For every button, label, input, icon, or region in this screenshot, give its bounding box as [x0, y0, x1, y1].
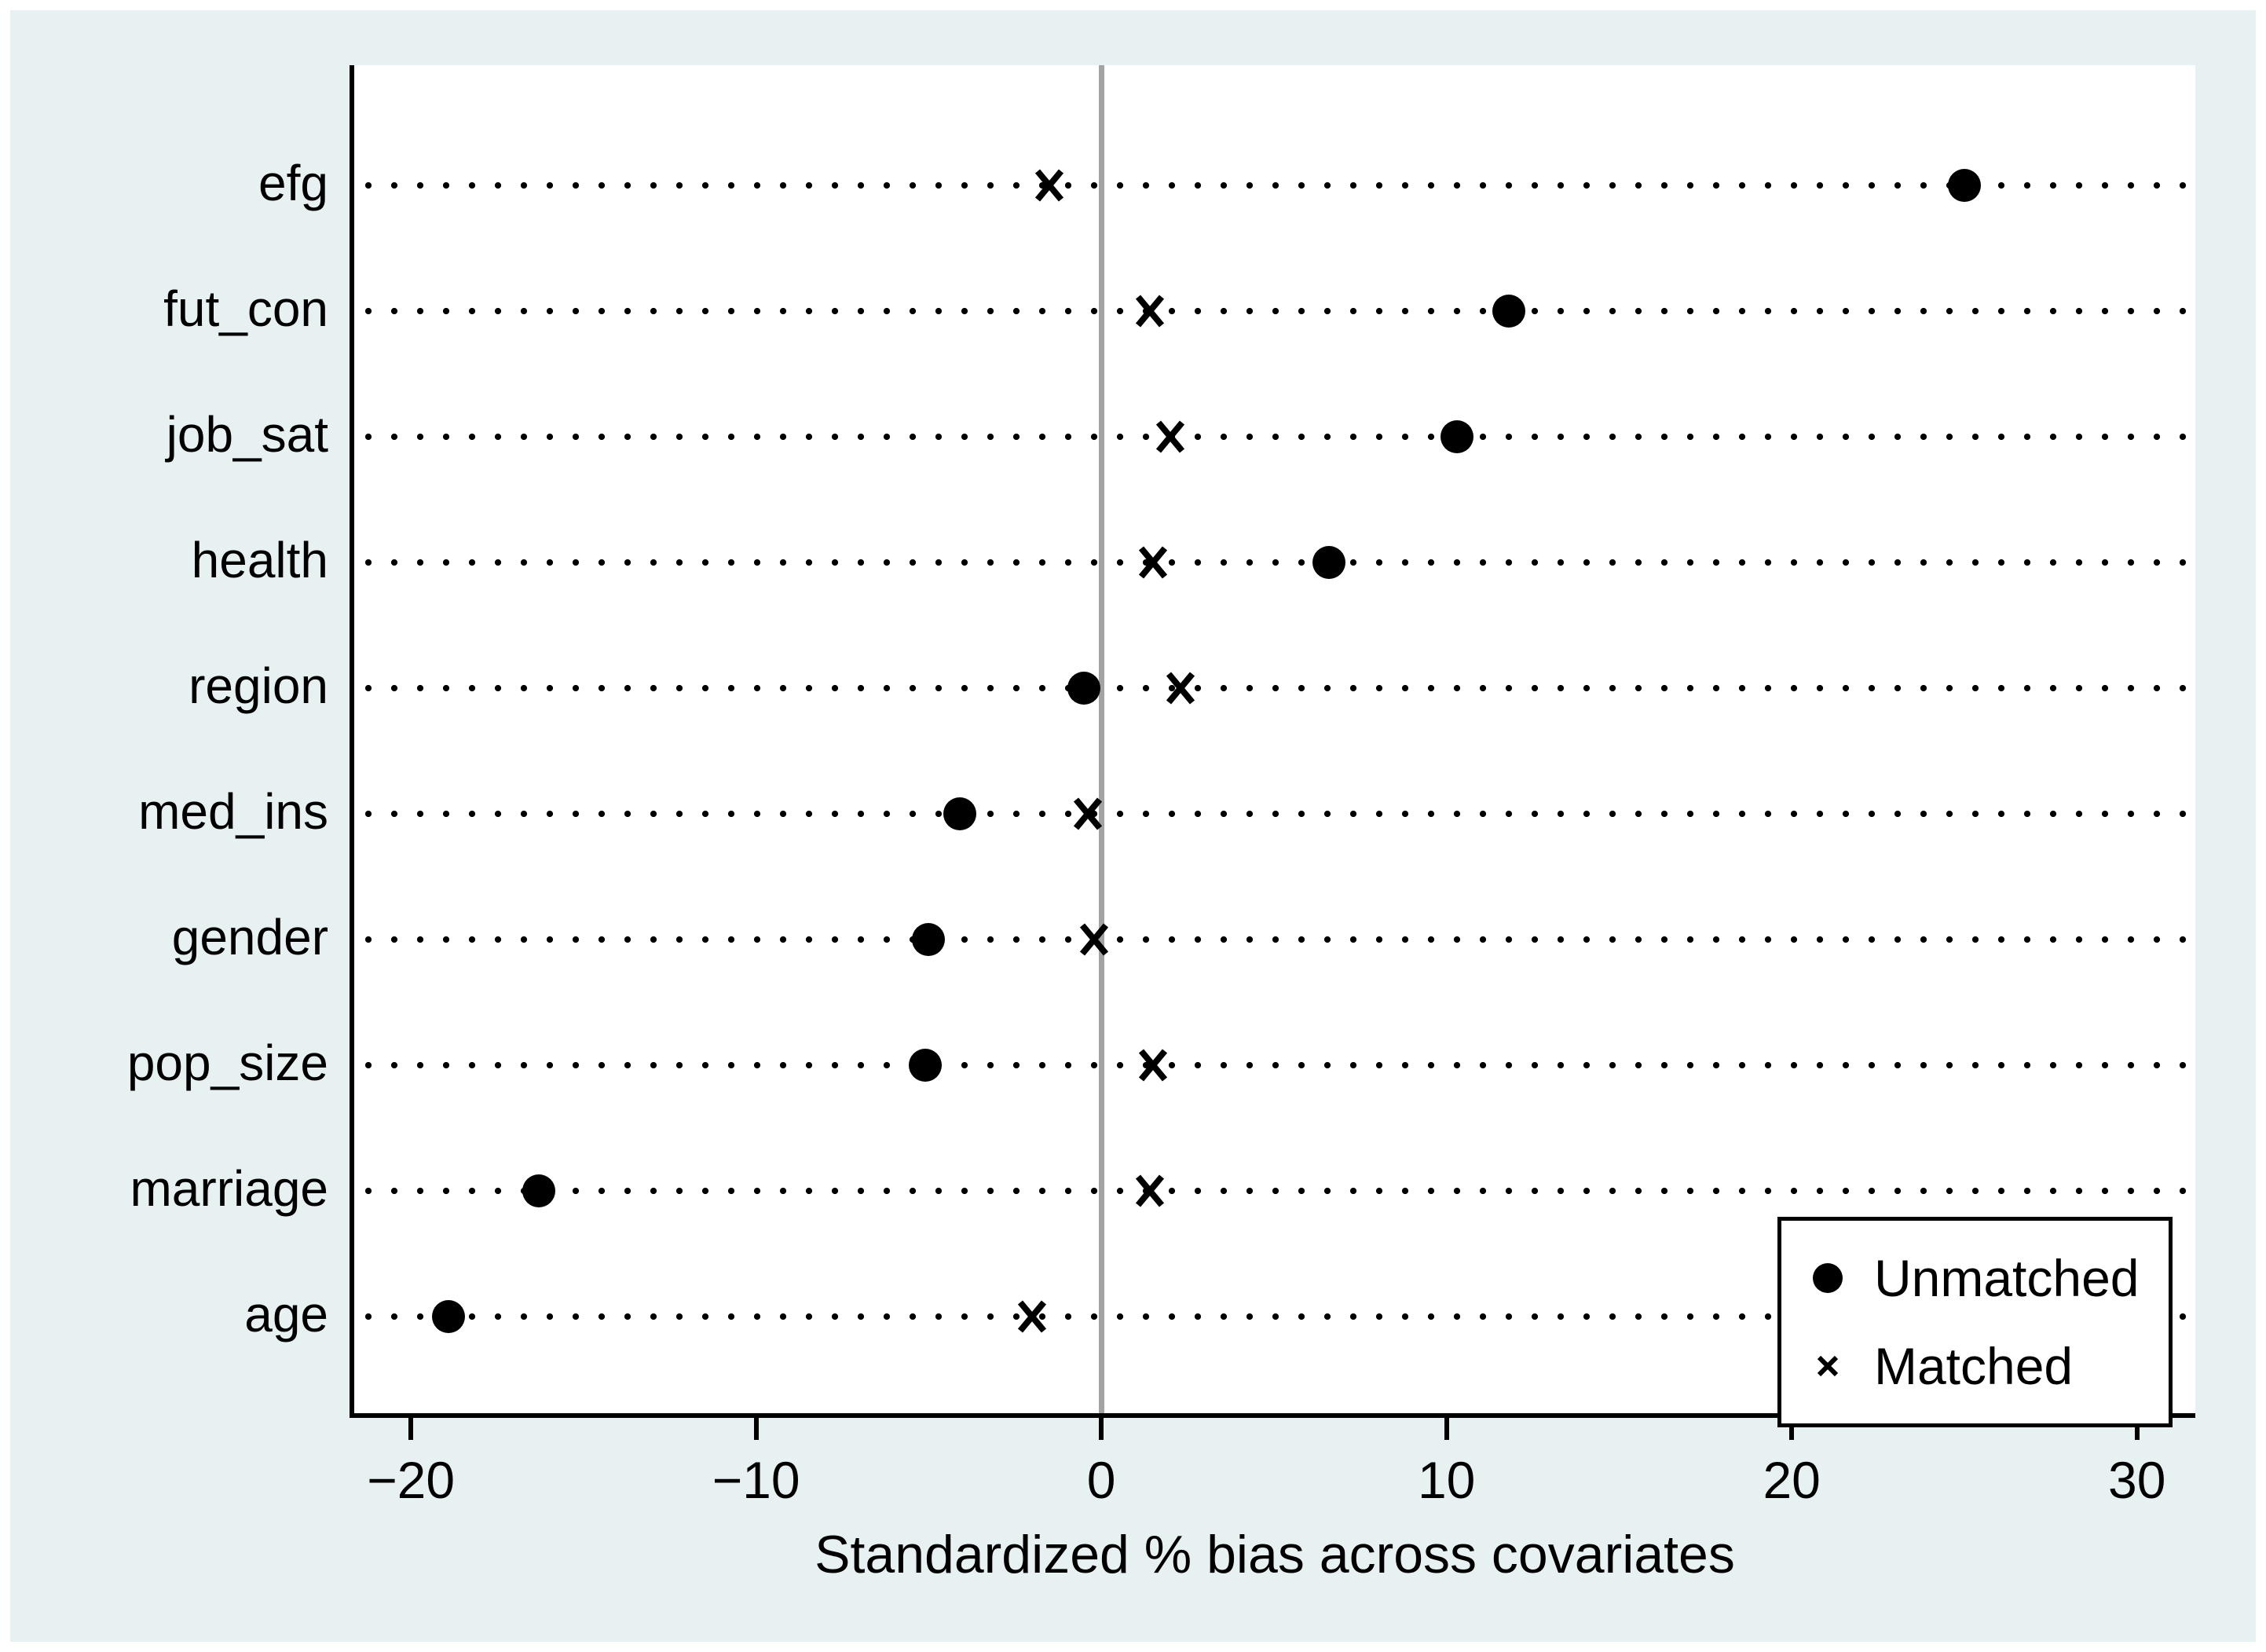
plot-area — [350, 65, 2195, 1418]
x-axis-tick — [753, 1415, 759, 1440]
x-axis-tick-label: 0 — [1086, 1451, 1116, 1509]
data-point-unmatched-fut_con — [1492, 295, 1525, 328]
data-point-matched-efg — [1034, 167, 1065, 204]
x-axis-tick — [2134, 1415, 2140, 1440]
data-point-unmatched-gender — [912, 923, 946, 956]
y-axis-label-med_ins: med_ins — [138, 783, 328, 841]
x-axis-tick — [1444, 1415, 1449, 1440]
y-axis-label-marriage: marriage — [130, 1160, 328, 1218]
data-point-matched-marriage — [1134, 1172, 1166, 1210]
zero-reference-line — [1099, 65, 1105, 1413]
row-guide-line — [356, 1187, 2195, 1195]
row-guide-line — [356, 181, 2195, 189]
legend-item-matched: Matched — [1781, 1336, 2169, 1396]
legend-circle-marker-icon — [1781, 1263, 1874, 1294]
data-point-matched-med_ins — [1072, 795, 1104, 833]
legend-item-unmatched: Unmatched — [1781, 1248, 2169, 1308]
data-point-matched-gender — [1078, 921, 1110, 958]
x-axis-tick — [1099, 1415, 1104, 1440]
y-axis-label-efg: efg — [258, 155, 328, 212]
data-point-unmatched-efg — [1947, 169, 1981, 202]
legend: Unmatched Matched — [1777, 1217, 2173, 1427]
x-axis-tick-label: 30 — [2108, 1451, 2166, 1509]
data-point-matched-job_sat — [1155, 418, 1186, 456]
x-axis-tick-label: 10 — [1417, 1451, 1476, 1509]
y-axis-label-pop_size: pop_size — [126, 1035, 328, 1092]
y-axis-label-job_sat: job_sat — [166, 406, 328, 463]
data-point-unmatched-pop_size — [908, 1049, 942, 1082]
x-axis-tick-label: −10 — [712, 1451, 800, 1509]
data-point-unmatched-region — [1067, 672, 1101, 705]
data-point-matched-region — [1165, 669, 1196, 707]
y-axis-label-age: age — [244, 1286, 328, 1343]
data-point-matched-pop_size — [1137, 1046, 1169, 1084]
data-point-unmatched-med_ins — [943, 797, 976, 830]
y-axis-label-gender: gender — [171, 909, 328, 966]
x-axis-tick-label: 20 — [1763, 1451, 1821, 1509]
legend-label-matched: Matched — [1874, 1336, 2074, 1395]
y-axis-label-region: region — [189, 658, 328, 715]
x-axis-title: Standardized % bias across covariates — [815, 1525, 1735, 1584]
y-axis-label-health: health — [191, 532, 328, 589]
x-axis-tick-label: −20 — [367, 1451, 456, 1509]
data-point-unmatched-health — [1312, 546, 1346, 579]
data-point-matched-age — [1016, 1298, 1048, 1335]
x-axis-tick — [408, 1415, 414, 1440]
row-guide-line — [356, 1313, 2195, 1321]
row-guide-line — [356, 559, 2195, 566]
x-axis-tick — [1789, 1415, 1795, 1440]
y-axis-label-fut_con: fut_con — [163, 280, 328, 338]
data-point-unmatched-age — [432, 1300, 466, 1333]
legend-x-marker-icon — [1781, 1354, 1874, 1378]
data-point-unmatched-marriage — [522, 1174, 555, 1207]
legend-label-unmatched: Unmatched — [1874, 1249, 2140, 1308]
row-guide-line — [356, 684, 2195, 692]
data-point-matched-fut_con — [1134, 292, 1166, 330]
data-point-unmatched-job_sat — [1440, 420, 1473, 453]
row-guide-line — [356, 307, 2195, 315]
data-point-matched-health — [1137, 544, 1169, 581]
row-guide-line — [356, 936, 2195, 943]
row-guide-line — [356, 433, 2195, 441]
row-guide-line — [356, 810, 2195, 818]
row-guide-line — [356, 1061, 2195, 1069]
